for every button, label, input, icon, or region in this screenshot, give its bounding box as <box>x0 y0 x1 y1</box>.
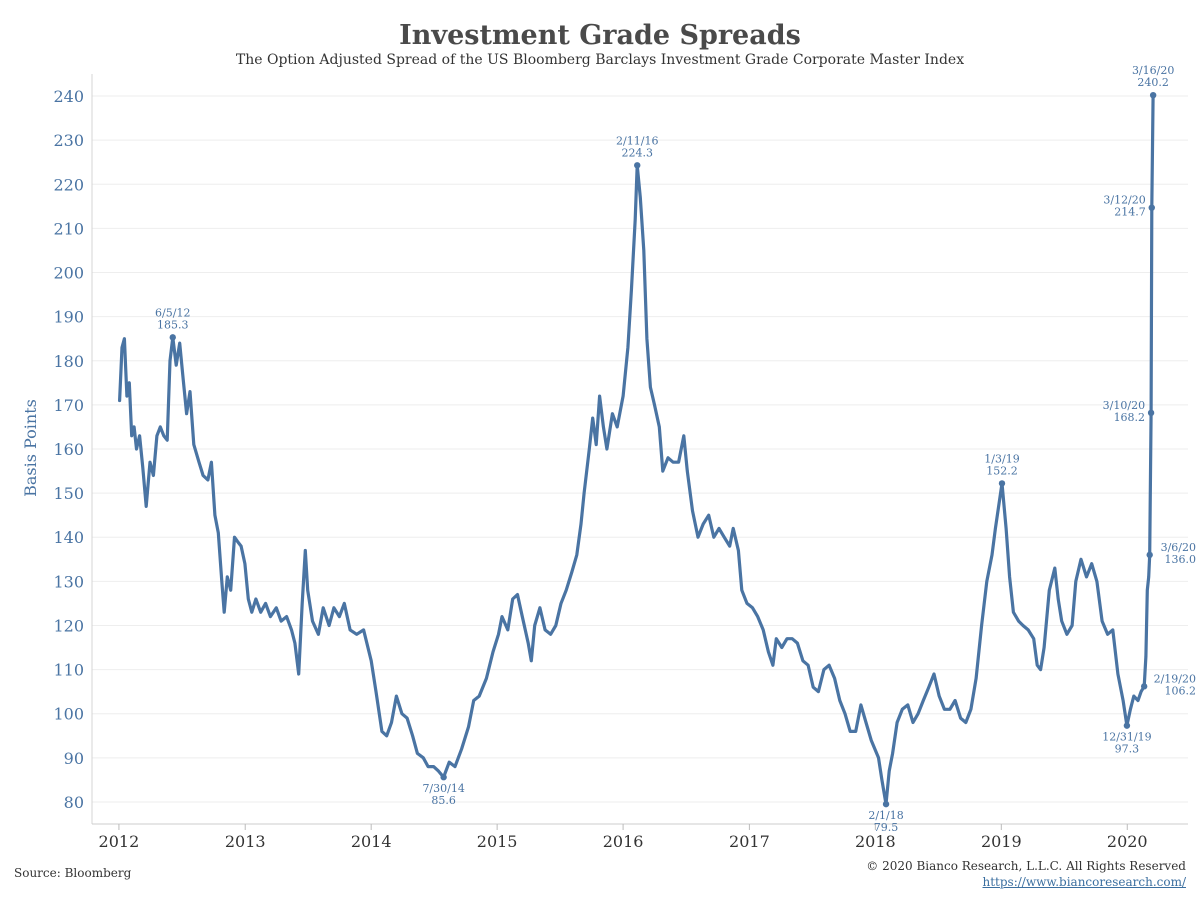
annotation-value-label: 168.2 <box>1114 411 1146 424</box>
annotation-date-label: 3/6/20 <box>1161 541 1196 554</box>
x-tick-label: 2013 <box>225 832 266 851</box>
y-tick-label: 90 <box>64 749 84 768</box>
y-tick-label: 200 <box>53 264 84 283</box>
axes-layer: 80 90 100 110 120 130 140 150 160 170 180 190 200 210… <box>53 74 1188 851</box>
y-tick-label: 190 <box>53 308 84 327</box>
y-tick-label: 210 <box>53 219 84 238</box>
y-tick-label: 120 <box>53 616 84 635</box>
copyright-text: © 2020 Bianco Research, L.L.C. All Right… <box>866 859 1186 873</box>
annotation-date-label: 3/10/20 <box>1103 399 1145 412</box>
x-tick-label: 2015 <box>477 832 518 851</box>
x-tick-label: 2016 <box>603 832 644 851</box>
annotation-date-label: 2/19/20 <box>1154 672 1196 685</box>
annotation-date-label: 2/1/18 <box>868 809 903 822</box>
annotation-date-label: 7/30/14 <box>422 782 464 795</box>
y-tick-label: 80 <box>64 793 84 812</box>
annotation-marker <box>998 480 1006 487</box>
y-tick-label: 150 <box>53 484 84 503</box>
annotation-marker <box>1147 409 1155 417</box>
annotation-marker <box>440 774 447 781</box>
x-tick-label: 2018 <box>855 832 896 851</box>
y-tick-label: 130 <box>53 572 84 591</box>
x-tick-label: 2014 <box>351 832 392 851</box>
annotation-marker <box>1148 204 1155 211</box>
y-tick-label: 140 <box>53 528 84 547</box>
annotation-marker <box>634 162 641 169</box>
annotation-value-label: 240.2 <box>1137 76 1169 89</box>
y-tick-label: 220 <box>53 175 84 194</box>
annotation-marker <box>1149 91 1157 99</box>
annotation-marker <box>169 334 176 341</box>
annotation-date-label: 1/3/19 <box>984 452 1019 465</box>
footer-credits: © 2020 Bianco Research, L.L.C. All Right… <box>866 858 1186 890</box>
annotation-value-label: 79.5 <box>874 821 899 834</box>
y-axis-label: Basis Points <box>21 399 40 497</box>
annotation-value-label: 136.0 <box>1165 553 1197 566</box>
annotation-marker <box>882 800 890 808</box>
series-layer <box>118 93 1155 806</box>
x-tick-label: 2020 <box>1107 832 1148 851</box>
annotation-marker <box>1123 722 1131 729</box>
source-note: Source: Bloomberg <box>14 866 132 880</box>
annotation-value-label: 224.3 <box>621 146 653 159</box>
spread-series-line <box>118 93 1155 806</box>
x-tick-label: 2012 <box>99 832 140 851</box>
annotation-value-label: 85.6 <box>431 794 456 807</box>
y-tick-label: 180 <box>53 352 84 371</box>
annotation-value-label: 97.3 <box>1115 743 1140 756</box>
annotation-value-label: 152.2 <box>986 464 1018 477</box>
website-link[interactable]: https://www.biancoresearch.com/ <box>982 875 1186 889</box>
annotation-marker <box>1146 551 1153 559</box>
annotation-value-label: 106.2 <box>1165 684 1197 697</box>
annotation-date-label: 2/11/16 <box>616 134 658 147</box>
chart-title: Investment Grade Spreads <box>399 20 801 51</box>
x-tick-label: 2017 <box>729 832 770 851</box>
grid-layer <box>92 95 1188 803</box>
annotation-value-label: 185.3 <box>157 318 189 331</box>
annotation-date-label: 12/31/19 <box>1102 731 1151 744</box>
y-tick-label: 170 <box>53 396 84 415</box>
annotation-marker <box>1140 683 1148 690</box>
y-tick-label: 110 <box>53 661 84 680</box>
y-tick-label: 240 <box>53 87 84 106</box>
annotation-value-label: 214.7 <box>1114 206 1146 219</box>
x-tick-label: 2019 <box>981 832 1022 851</box>
annotation-date-label: 3/12/20 <box>1103 194 1145 207</box>
y-tick-label: 230 <box>53 131 84 150</box>
y-tick-label: 160 <box>53 440 84 459</box>
annotation-date-label: 6/5/12 <box>155 306 190 319</box>
y-tick-label: 100 <box>53 705 84 724</box>
annotation-date-label: 3/16/20 <box>1132 64 1174 77</box>
chart-subtitle: The Option Adjusted Spread of the US Blo… <box>236 52 964 68</box>
